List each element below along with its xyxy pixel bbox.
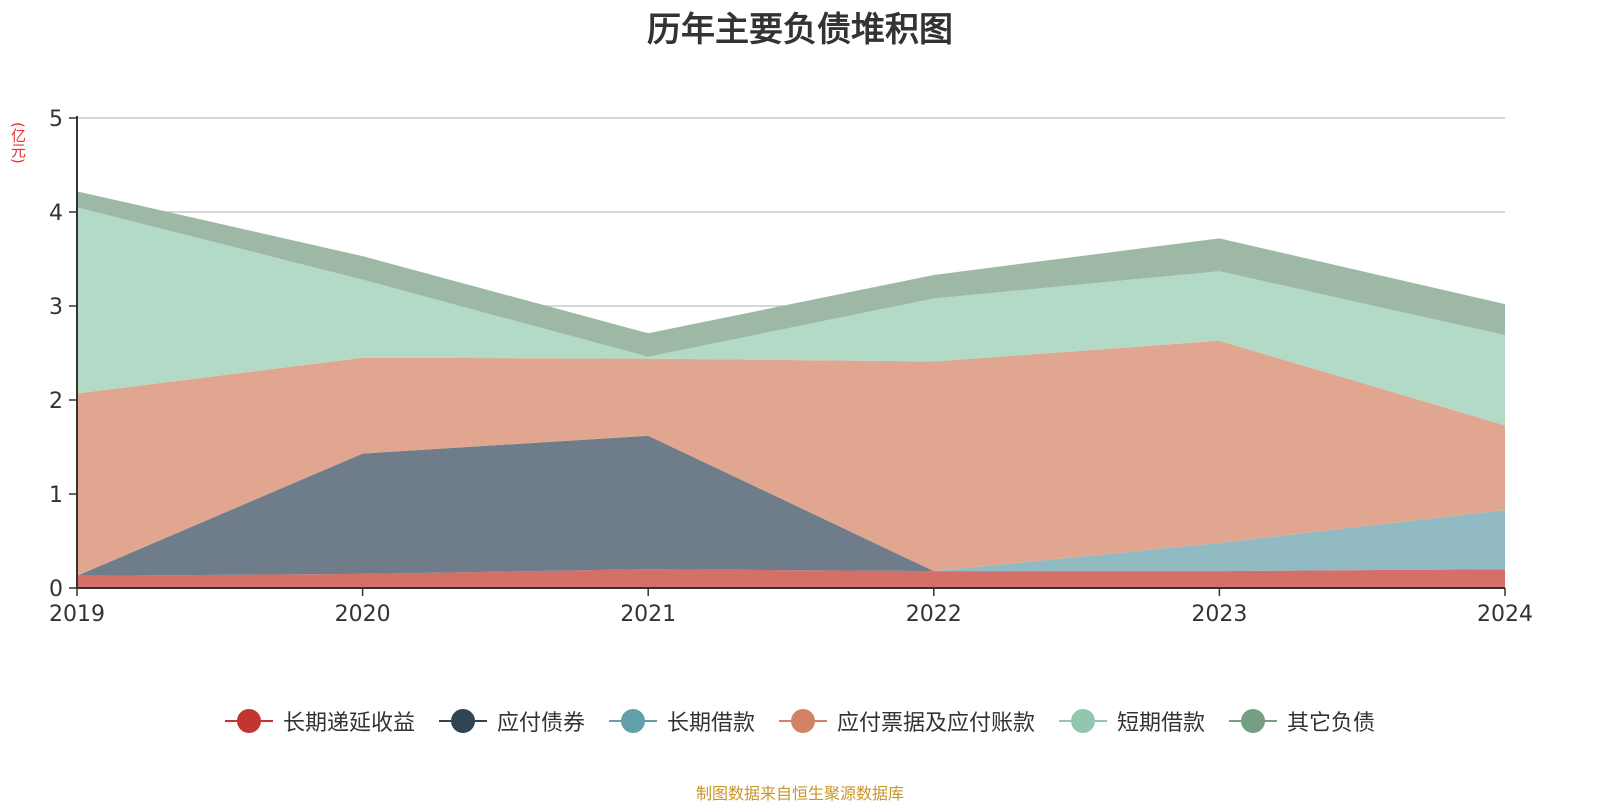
legend-marker-icon — [1229, 709, 1278, 733]
legend-item[interactable]: 长期借款 — [608, 705, 755, 737]
legend-label: 应付债券 — [496, 711, 585, 736]
y-tick-label: 0 — [49, 577, 63, 602]
y-tick-label: 2 — [49, 389, 63, 414]
area-series-长期借款 — [77, 435, 1505, 576]
legend-label: 应付票据及应付账款 — [837, 711, 1036, 736]
legend-label: 长期递延收益 — [282, 711, 415, 736]
legend-marker-icon — [438, 709, 487, 733]
area-series-短期借款 — [77, 207, 1505, 426]
x-tick-label: 2023 — [1191, 602, 1247, 627]
legend-marker-icon — [608, 709, 657, 733]
legend-item[interactable]: 应付债券 — [438, 705, 585, 737]
x-tick-label: 2020 — [335, 602, 391, 627]
legend-item[interactable]: 其它负债 — [1229, 705, 1375, 737]
x-tick-label: 2021 — [620, 602, 676, 627]
axes: 0 1 2 3 4 5 2019 2020 2021 2022 2023 2024 — [49, 107, 1533, 627]
legend-item[interactable]: 应付票据及应付账款 — [779, 705, 1035, 737]
y-axis-unit-label: (亿元) — [9, 122, 27, 164]
area-series — [77, 191, 1505, 588]
y-tick-label: 5 — [49, 107, 63, 132]
y-tick-label: 4 — [49, 201, 63, 226]
source-note: 制图数据来自恒生聚源数据库 — [695, 784, 904, 803]
area-series-应付债券 — [77, 435, 1505, 576]
x-tick-label: 2019 — [49, 602, 105, 627]
area-series-应付票据及应付账款 — [77, 340, 1505, 576]
x-tick-label: 2022 — [906, 602, 962, 627]
legend: 长期递延收益 应付债券 长期借款 应付票据及应付账款 短期借款 其它负债 — [0, 705, 1600, 737]
legend-marker-icon — [1059, 709, 1108, 733]
area-series-长期递延收益 — [77, 569, 1505, 588]
legend-item[interactable]: 短期借款 — [1059, 705, 1205, 737]
legend-label: 其它负债 — [1287, 711, 1376, 736]
legend-marker-icon — [224, 709, 273, 733]
y-tick-label: 1 — [49, 483, 63, 508]
area-series-其它负债 — [77, 191, 1505, 357]
legend-marker-icon — [779, 709, 827, 733]
chart-title: 历年主要负债堆积图 — [647, 10, 953, 50]
y-tick-label: 3 — [49, 295, 63, 320]
legend-label: 长期借款 — [666, 711, 755, 736]
x-tick-label: 2024 — [1477, 602, 1533, 627]
legend-item[interactable]: 长期递延收益 — [224, 705, 415, 737]
legend-label: 短期借款 — [1117, 711, 1206, 736]
